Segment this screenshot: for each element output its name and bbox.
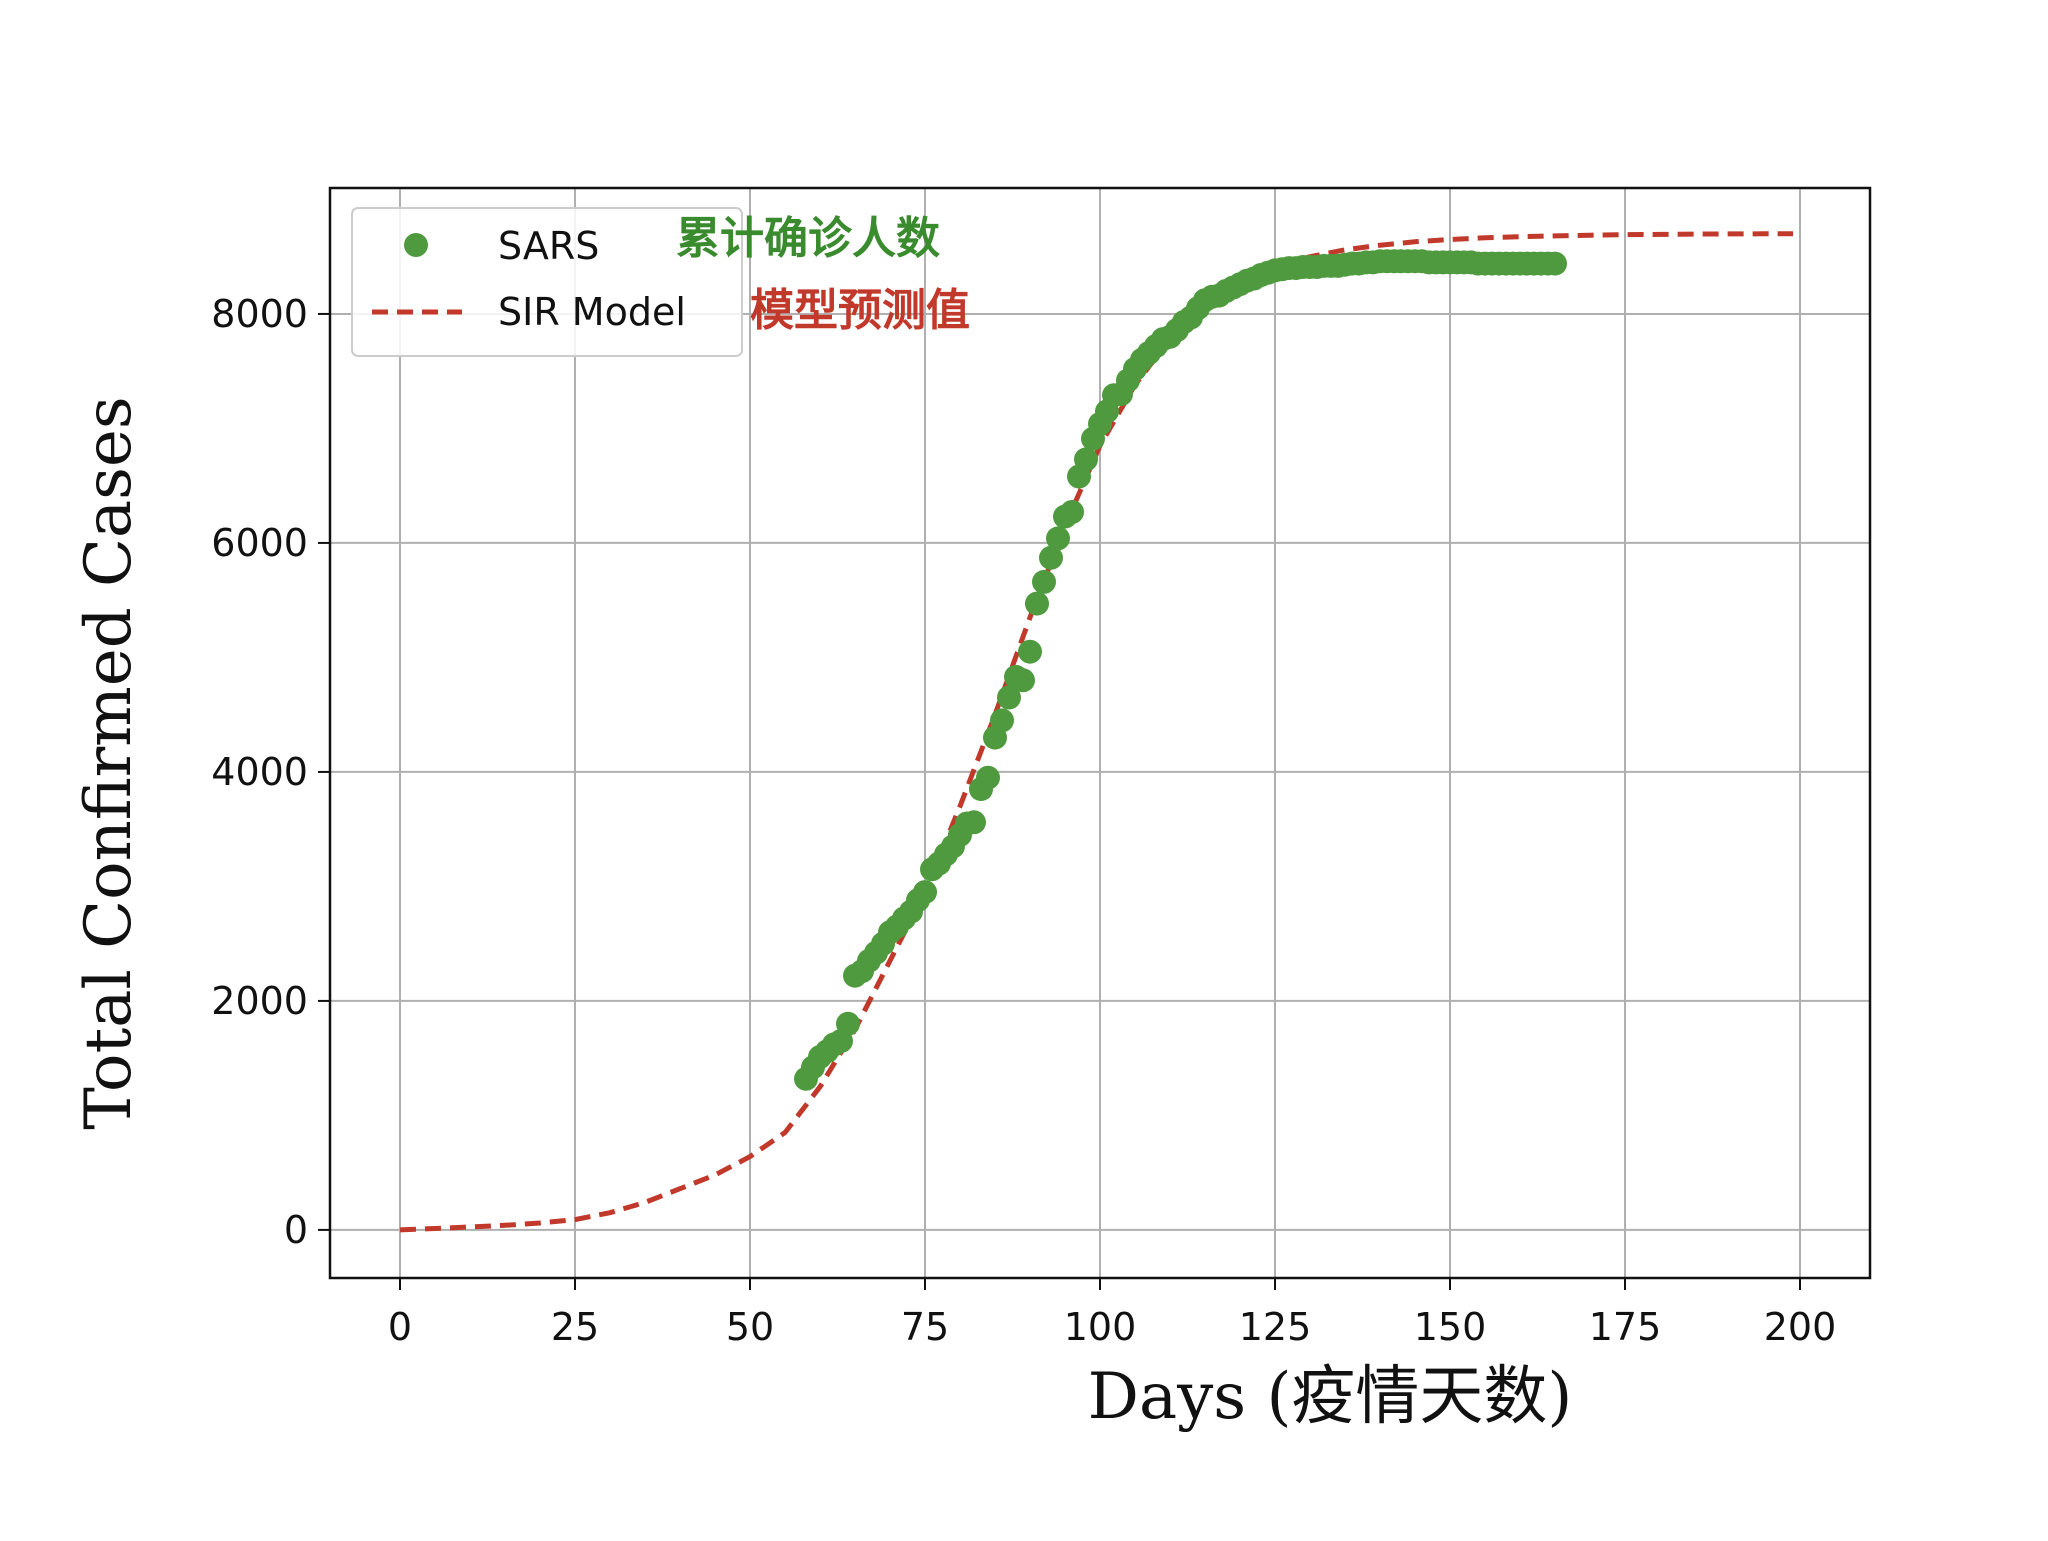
sars-point — [997, 685, 1021, 710]
x-tick-label: 50 — [726, 1305, 774, 1349]
sir-model-line — [399, 231, 1793, 1233]
y-tick-label: 8000 — [211, 292, 308, 336]
sars-point — [1039, 545, 1063, 570]
sars-point — [1543, 251, 1567, 276]
grid-lines — [330, 188, 1870, 1278]
x-tick-label: 25 — [551, 1305, 599, 1349]
sars-point — [990, 708, 1014, 733]
x-tick-label: 0 — [388, 1305, 412, 1349]
sars-point — [1032, 569, 1056, 594]
legend-sars-label: SARS — [498, 224, 599, 268]
x-tick-label: 100 — [1064, 1305, 1137, 1349]
y-tick-label: 4000 — [211, 750, 308, 794]
annotation-sir-cn: 模型预测值 — [750, 285, 970, 336]
x-tick-label: 125 — [1239, 1305, 1312, 1349]
legend-sars-marker — [404, 233, 428, 257]
y-axis-title: Total Confirmed Cases — [72, 396, 146, 1130]
annotation-sars-cn: 累计确诊人数 — [676, 213, 940, 264]
sars-point — [1025, 591, 1049, 616]
y-tick-label: 0 — [284, 1208, 308, 1252]
sars-point — [913, 880, 937, 905]
plot-series — [399, 231, 1793, 1233]
sars-point — [1060, 500, 1084, 524]
sars-point — [1011, 668, 1035, 693]
sars-point — [836, 1011, 860, 1036]
x-tick-label: 150 — [1414, 1305, 1487, 1349]
legend-box — [351, 207, 743, 357]
sars-point — [962, 810, 986, 835]
sars-point — [1046, 526, 1070, 551]
sars-point — [1018, 639, 1042, 664]
sars-point — [976, 765, 1000, 790]
y-tick-label: 6000 — [211, 521, 308, 565]
x-axis-title: Days (疫情天数) — [1088, 1360, 1573, 1434]
legend-sir-label: SIR Model — [498, 290, 686, 334]
x-tick-label: 175 — [1589, 1305, 1662, 1349]
x-tick-label: 200 — [1764, 1305, 1837, 1349]
x-tick-label: 75 — [901, 1305, 949, 1349]
sars-point — [1074, 447, 1098, 472]
sars-points — [794, 249, 1567, 1091]
y-tick-label: 2000 — [211, 979, 308, 1023]
legend: SARS SIR Model — [351, 207, 743, 357]
